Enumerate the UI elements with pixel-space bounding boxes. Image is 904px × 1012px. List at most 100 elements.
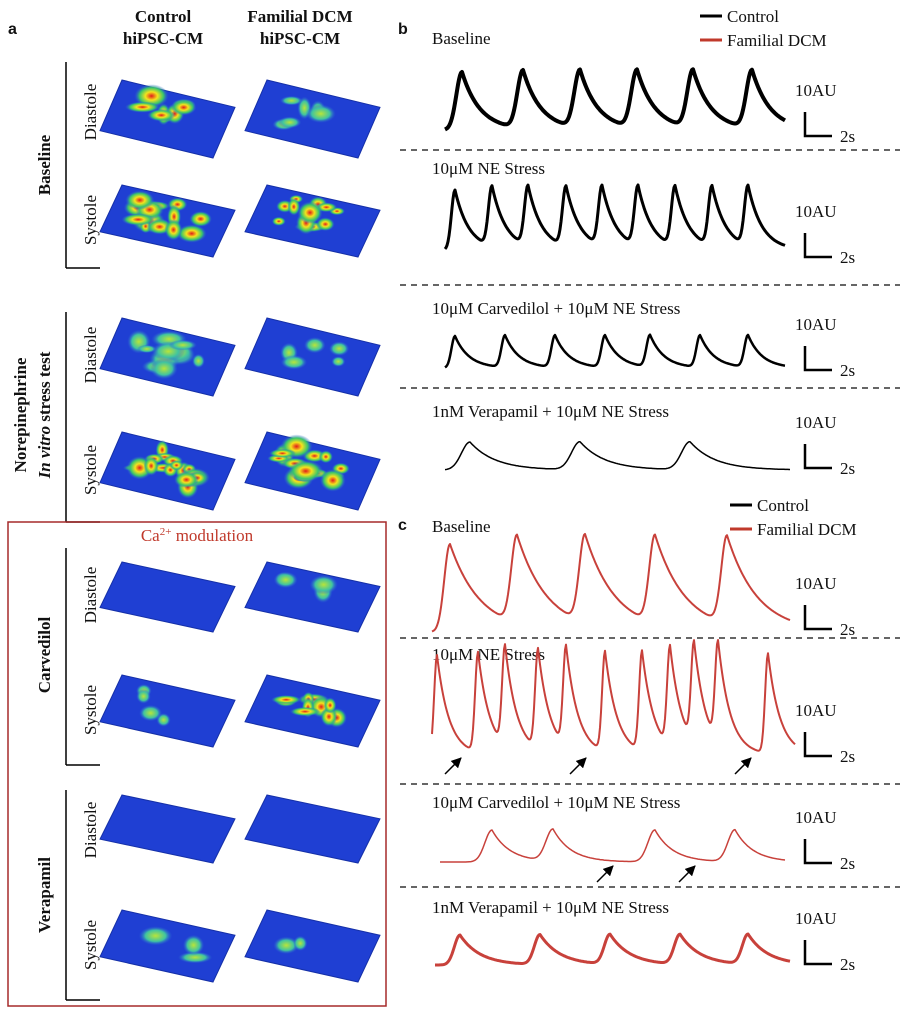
heatmap-peak: [278, 117, 301, 129]
trace-label: 1nM Verapamil + 10μM NE Stress: [432, 402, 669, 421]
scale-label-x: 2s: [840, 127, 855, 146]
trace: [445, 185, 785, 249]
scale-label-y: 10AU: [795, 909, 837, 928]
legend-label: Familial DCM: [757, 520, 857, 539]
trace: [445, 335, 785, 368]
heatmap-peak: [192, 354, 205, 368]
heatmap-peak: [144, 456, 159, 475]
scale-bar: [805, 112, 832, 136]
heatmap-surface: [100, 910, 235, 982]
row-label: Systole: [81, 685, 100, 735]
heatmap-peak: [183, 935, 204, 956]
row-label: Diastole: [81, 84, 100, 141]
heatmap-peak: [139, 705, 162, 721]
legend-label: Familial DCM: [727, 31, 827, 50]
scale-bar: [805, 839, 832, 863]
scale-label-y: 10AU: [795, 413, 837, 432]
trace: [445, 442, 790, 470]
heatmap-peak: [274, 572, 298, 589]
row-label: Diastole: [81, 802, 100, 859]
trace: [440, 829, 785, 862]
row-label: Systole: [81, 920, 100, 970]
heatmap-surface: [245, 318, 380, 396]
scale-bar: [805, 732, 832, 756]
heatmap-surface: [245, 910, 380, 982]
heatmap-surface: [100, 675, 235, 747]
panel-label: a: [8, 21, 17, 38]
heatmap-peak: [319, 450, 333, 463]
trace-label: Baseline: [432, 29, 491, 48]
heatmap-peak: [121, 213, 155, 225]
scale-bar: [805, 444, 832, 468]
heatmap-surface: [100, 795, 235, 863]
heatmap-peak: [136, 689, 150, 704]
heatmap-peak: [269, 449, 296, 458]
legend-label: Control: [727, 7, 779, 26]
group-title: Norepinephrine: [11, 357, 30, 472]
trace-label: Baseline: [432, 517, 491, 536]
heatmap-peak: [298, 201, 323, 223]
group-title: Baseline: [35, 134, 54, 195]
group-subtitle: In vitro stress test: [35, 351, 54, 479]
trace-label: 10μM Carvedilol + 10μM NE Stress: [432, 793, 680, 812]
heatmap-peak: [310, 575, 338, 594]
heatmap-peak: [171, 100, 196, 116]
heatmap-peak: [290, 707, 320, 716]
legend-label: Control: [757, 496, 809, 515]
trace: [435, 934, 790, 965]
column-header: Control: [135, 7, 192, 26]
heatmap-peak: [137, 345, 157, 353]
scale-bar: [805, 233, 832, 257]
heatmap-peak: [147, 109, 175, 121]
heatmap-peak: [169, 460, 183, 470]
heatmap-peak: [272, 217, 286, 226]
heatmap-peak: [125, 191, 154, 210]
scale-label-y: 10AU: [795, 701, 837, 720]
scale-label-y: 10AU: [795, 202, 837, 221]
scale-label-x: 2s: [840, 248, 855, 267]
scale-label-x: 2s: [840, 459, 855, 478]
row-label: Diastole: [81, 567, 100, 624]
column-header: hiPSC-CM: [123, 29, 203, 48]
panel-label: b: [398, 21, 408, 38]
group-title: Carvedilol: [35, 616, 54, 693]
figure: a Control hiPSC-CM Familial DCM hiPSC-CM…: [0, 0, 904, 1012]
heatmap-peak: [280, 96, 303, 105]
group-title: Verapamil: [35, 857, 54, 933]
heatmap-peak: [324, 697, 337, 713]
scale-label-x: 2s: [840, 747, 855, 766]
heatmap-peak: [306, 104, 336, 122]
heatmap-surface: [100, 562, 235, 632]
heatmap-peak: [271, 695, 301, 704]
scale-label-y: 10AU: [795, 574, 837, 593]
column-header: hiPSC-CM: [260, 29, 340, 48]
scale-bar: [805, 940, 832, 964]
scale-label-x: 2s: [840, 620, 855, 639]
row-label: Diastole: [81, 327, 100, 384]
scale-label-y: 10AU: [795, 808, 837, 827]
modulation-title: Ca2+ modulation: [141, 526, 254, 545]
heatmap-peak: [174, 472, 199, 488]
scale-label-x: 2s: [840, 361, 855, 380]
row-label: Systole: [81, 445, 100, 495]
heatmap-peak: [329, 341, 349, 356]
scale-label-y: 10AU: [795, 315, 837, 334]
trace-label: 10μM NE Stress: [432, 159, 545, 178]
row-label: Systole: [81, 195, 100, 245]
heatmap-peak: [281, 355, 307, 369]
trace: [432, 534, 790, 632]
arrows: [445, 758, 751, 882]
trace: [445, 69, 785, 129]
panel-label: c: [398, 517, 407, 534]
separators: [400, 150, 900, 388]
scale-bar: [805, 605, 832, 629]
heatmap-peak: [165, 219, 183, 240]
heatmap-peak: [331, 356, 345, 367]
heatmap-surface: [245, 562, 380, 632]
scale-bar: [805, 346, 832, 370]
heatmap-surface: [245, 795, 380, 863]
heatmap-peak: [320, 469, 346, 492]
heatmap-peak: [288, 460, 323, 482]
trace-label: 1nM Verapamil + 10μM NE Stress: [432, 898, 669, 917]
trace-label: 10μM Carvedilol + 10μM NE Stress: [432, 299, 680, 318]
